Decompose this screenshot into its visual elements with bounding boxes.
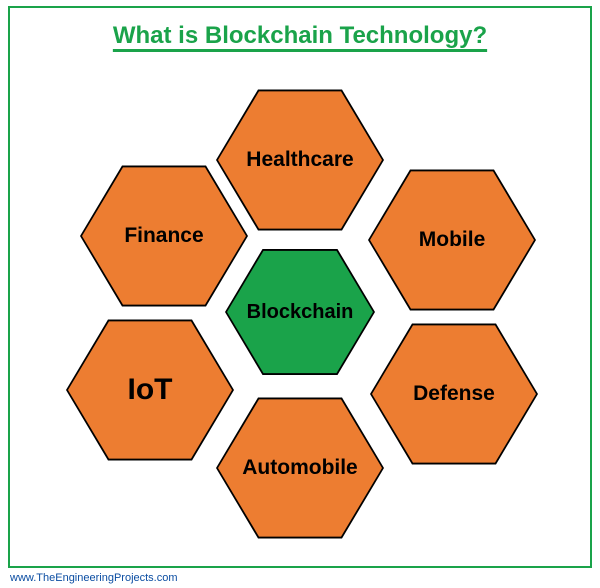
hex-label-finance: Finance: [124, 224, 203, 248]
hex-fill: IoT: [68, 317, 232, 463]
footer-credit: www.TheEngineeringProjects.com: [10, 572, 178, 584]
hex-fill: Blockchain: [227, 247, 373, 377]
hex-fill: Automobile: [218, 395, 382, 541]
hex-label-healthcare: Healthcare: [246, 148, 353, 172]
hex-label-mobile: Mobile: [419, 228, 486, 252]
page-title: What is Blockchain Technology?: [113, 22, 487, 50]
hex-fill: Defense: [372, 321, 536, 467]
hex-node-iot: IoT: [66, 315, 234, 465]
hex-label-defense: Defense: [413, 382, 495, 406]
hex-fill: Finance: [82, 163, 246, 309]
hex-node-defense: Defense: [370, 319, 538, 469]
hex-node-automobile: Automobile: [216, 393, 384, 543]
hex-label-iot: IoT: [128, 373, 173, 407]
hex-fill: Mobile: [370, 167, 534, 313]
title-container: What is Blockchain Technology?: [0, 22, 600, 50]
hex-label-automobile: Automobile: [242, 456, 358, 480]
hex-node-mobile: Mobile: [368, 165, 536, 315]
hex-label-center: Blockchain: [247, 301, 354, 324]
hex-node-finance: Finance: [80, 161, 248, 311]
